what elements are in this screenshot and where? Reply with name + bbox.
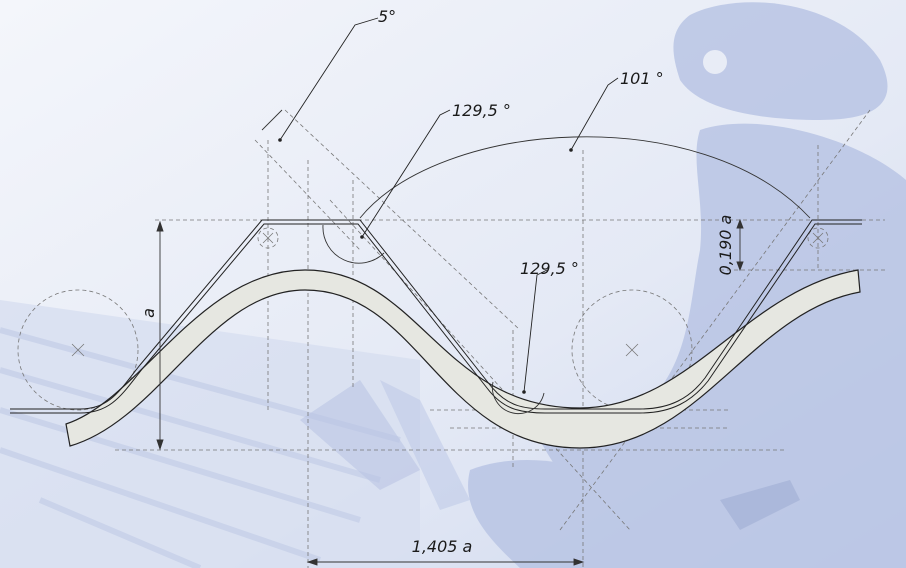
leader-draft [279, 17, 379, 141]
label-height-a: a [139, 308, 158, 318]
label-arc-angle: 101 ° [620, 69, 664, 88]
leader-crest [361, 109, 451, 238]
leader-dots [278, 138, 573, 394]
corrugated-profile [65, 269, 861, 449]
angle-arcs [322, 136, 811, 414]
roof-sheets-photo [0, 300, 420, 568]
label-crest-angle: 129,5 ° [452, 101, 511, 120]
sheet-profile [10, 219, 862, 414]
arc-101-degrees [359, 136, 811, 219]
draft-dimension-line [261, 109, 283, 131]
center-marks [71, 232, 824, 357]
label-pitch: 1,405 a [412, 537, 473, 556]
label-offset: 0,190 a [716, 215, 735, 276]
label-trough-angle: 129,5 ° [520, 259, 579, 278]
leader-trough [523, 269, 548, 393]
leader-lines [279, 17, 619, 393]
label-draft-angle: 5° [378, 7, 396, 26]
dimension-lines [156, 109, 744, 566]
leader-arc [570, 77, 619, 151]
